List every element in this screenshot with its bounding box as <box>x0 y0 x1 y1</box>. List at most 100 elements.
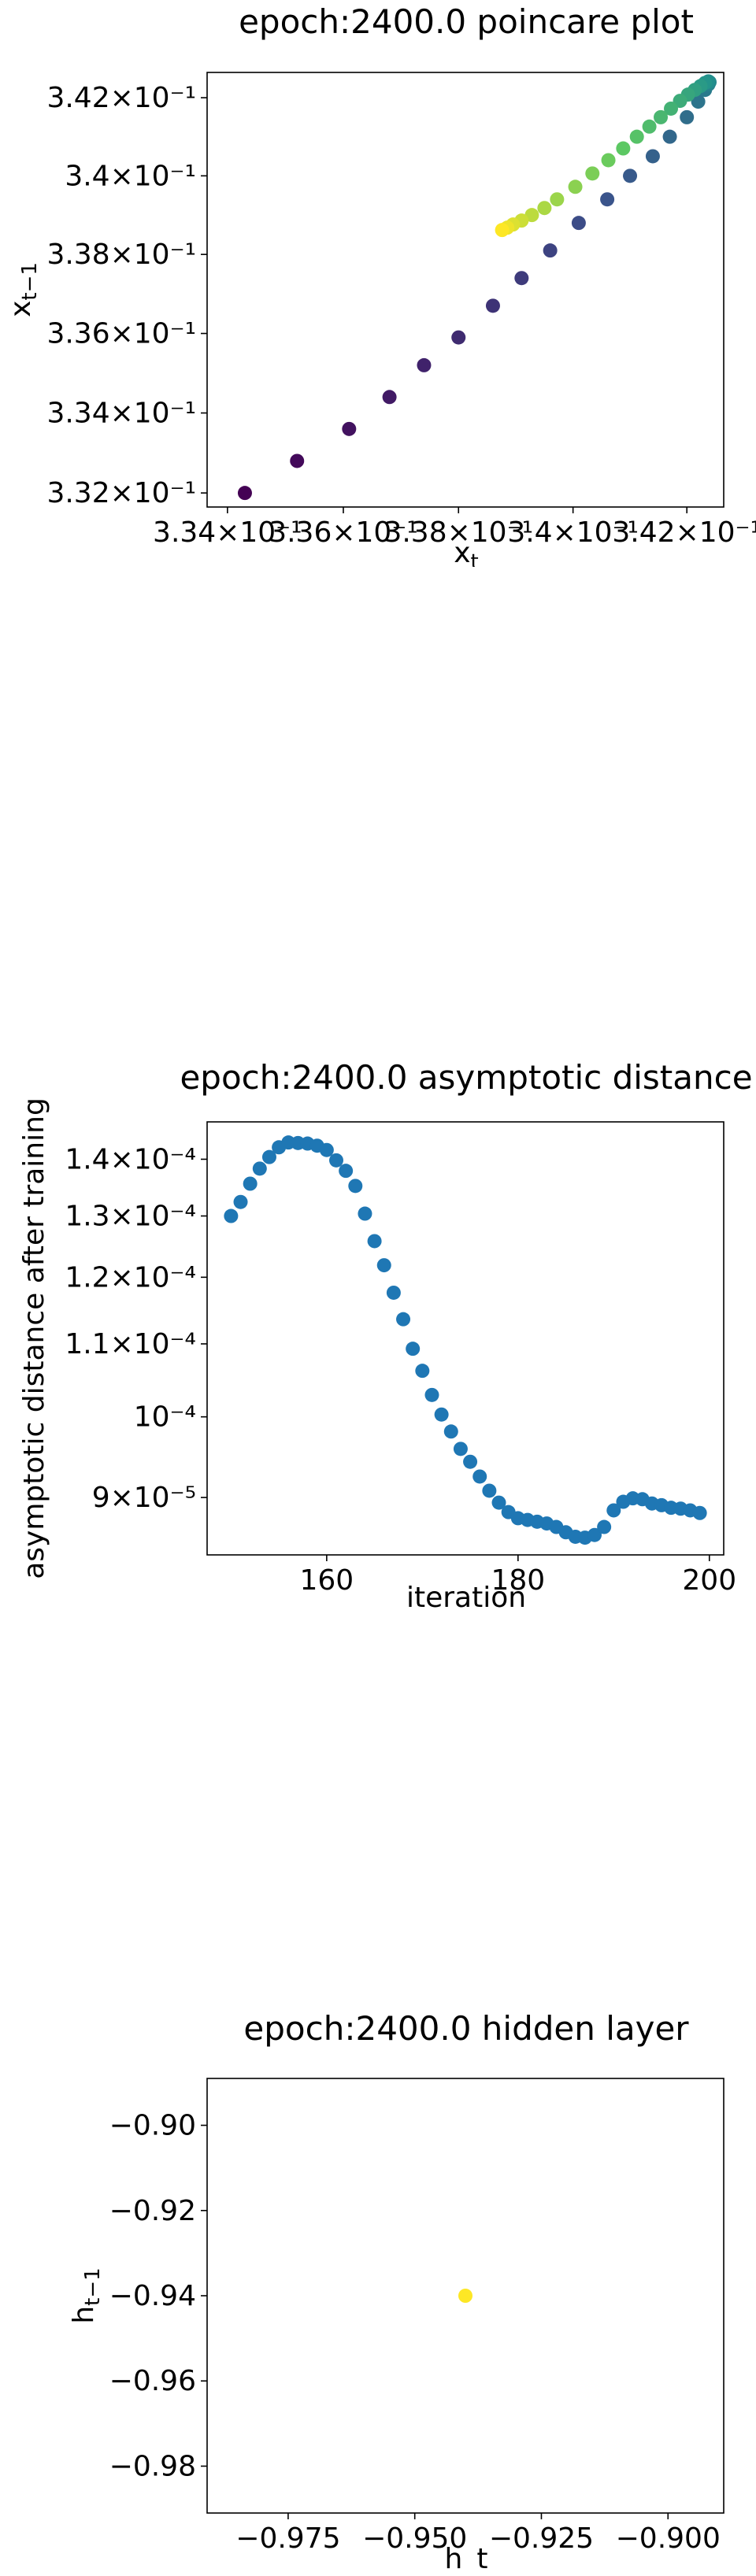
data-point <box>386 1285 401 1300</box>
data-point <box>319 1142 334 1157</box>
data-point <box>233 1194 248 1209</box>
y-tick-label: 3.38×10⁻¹ <box>46 239 196 271</box>
data-point <box>691 94 706 109</box>
asymptotic-distance-chart: epoch:2400.0 asymptotic distance 9×10⁻⁵ 1… <box>18 1058 753 1614</box>
x-tick-label: 3.34×10⁻¹ <box>153 516 302 549</box>
data-point <box>491 1495 506 1510</box>
x-tick-label: 180 <box>491 1564 545 1597</box>
data-point <box>543 243 558 258</box>
data-points <box>458 2289 472 2303</box>
plot-frame <box>206 1121 724 1556</box>
y-axis-label: xt−1 <box>5 262 42 317</box>
data-point <box>434 1407 449 1422</box>
y-tick-label: 9×10⁻⁵ <box>92 1482 196 1514</box>
poincare-plot-chart: epoch:2400.0 poincare plot 3.32×10⁻¹3.34… <box>5 2 756 574</box>
y-ticks: −0.98 −0.96 −0.94 −0.92 −0.90 <box>109 2110 207 2482</box>
data-point <box>472 1469 487 1484</box>
y-tick-label: −0.98 <box>109 2450 196 2482</box>
data-point <box>243 1176 258 1191</box>
x-tick-label: 3.4×10⁻¹ <box>507 516 639 549</box>
data-point <box>451 330 466 345</box>
x-axis-label: h_t <box>445 2543 488 2573</box>
y-tick-label: 3.32×10⁻¹ <box>46 477 196 509</box>
data-point <box>290 453 305 468</box>
data-point <box>329 1153 343 1168</box>
y-tick-label: 10⁻⁴ <box>134 1401 196 1434</box>
data-point <box>629 129 644 144</box>
data-point <box>662 129 677 144</box>
data-point <box>376 1258 391 1273</box>
data-point <box>339 1164 354 1179</box>
data-point <box>601 153 616 168</box>
y-axis-label: asymptotic distance after training <box>18 1097 50 1579</box>
data-point <box>252 1161 267 1176</box>
y-tick-label: 3.42×10⁻¹ <box>46 82 196 114</box>
data-point <box>482 1483 497 1498</box>
data-point <box>424 1387 439 1402</box>
chart-title: epoch:2400.0 hidden layer <box>243 2009 689 2048</box>
x-axis-label: xt <box>454 537 479 567</box>
data-point <box>453 1442 468 1456</box>
data-point <box>514 271 529 286</box>
data-point <box>495 223 510 238</box>
data-points <box>224 1135 707 1545</box>
data-point <box>585 166 600 181</box>
poincare-plot-panel: epoch:2400.0 poincare plot 3.32×10⁻¹ 3.34… <box>0 0 756 574</box>
plot-frame <box>206 2078 724 2514</box>
y-tick-label: 3.34×10⁻¹ <box>46 398 196 430</box>
data-point <box>261 1149 276 1164</box>
x-ticks: 3.34×10⁻¹3.36×10⁻¹3.38×10⁻¹3.4×10⁻¹3.42×… <box>153 507 756 549</box>
data-point <box>616 141 631 156</box>
data-point <box>600 192 615 207</box>
data-point <box>237 486 252 501</box>
y-tick-label: 1.1×10⁻⁴ <box>65 1328 196 1360</box>
chart-title: epoch:2400.0 poincare plot <box>239 2 694 41</box>
x-tick-label: 160 <box>299 1564 354 1597</box>
data-point <box>485 298 500 313</box>
data-point <box>406 1342 421 1356</box>
y-tick-label: −0.94 <box>109 2280 196 2312</box>
x-axis-label: iteration <box>406 1582 526 1614</box>
x-tick-label: −0.975 <box>235 2522 340 2555</box>
hidden-layer-chart: epoch:2400.0 hidden layer −0.98 −0.96 −0.9… <box>68 2009 724 2575</box>
data-point <box>571 216 586 231</box>
data-point <box>396 1312 411 1327</box>
plot-frame <box>206 72 724 508</box>
data-point <box>463 1454 478 1469</box>
data-point <box>606 1503 621 1518</box>
data-point <box>642 119 657 134</box>
data-point <box>417 357 432 372</box>
x-tick-label: 200 <box>682 1564 736 1597</box>
data-point <box>597 1519 612 1534</box>
x-ticks: −0.975 −0.950 −0.925 −0.900 <box>235 2513 721 2555</box>
x-ticks: 160 180 200 <box>299 1555 736 1597</box>
data-point <box>623 168 638 183</box>
y-tick-label: 3.4×10⁻¹ <box>65 160 196 192</box>
data-point <box>443 1424 458 1439</box>
data-points <box>237 74 717 501</box>
x-tick-label: 3.36×10⁻¹ <box>269 516 418 549</box>
data-point <box>664 101 679 116</box>
data-point <box>224 1208 239 1223</box>
asymptotic-distance-panel: epoch:2400.0 asymptotic distance 9×10⁻⁵ 1… <box>0 1047 756 1614</box>
y-tick-label: −0.90 <box>109 2110 196 2142</box>
y-tick-label: 1.4×10⁻⁴ <box>65 1143 196 1175</box>
hidden-layer-panel: epoch:2400.0 hidden layer −0.98 −0.96 −0.9… <box>0 2006 756 2575</box>
data-point <box>654 109 669 124</box>
x-tick-label: 3.42×10⁻¹ <box>612 516 756 549</box>
data-point <box>382 390 397 405</box>
data-point <box>645 149 660 164</box>
y-ticks: 9×10⁻⁵ 10⁻⁴ 1.1×10⁻⁴ 1.2×10⁻⁴ 1.3×10⁻⁴ 1.4×10… <box>65 1143 207 1514</box>
y-tick-label: −0.96 <box>109 2365 196 2397</box>
data-point <box>342 421 357 436</box>
y-tick-label: 3.36×10⁻¹ <box>46 318 196 350</box>
x-tick-label: −0.925 <box>489 2522 594 2555</box>
data-point <box>348 1179 363 1194</box>
data-point <box>537 201 552 216</box>
y-axis-label: ht−1 <box>68 2267 105 2323</box>
data-point <box>550 192 565 207</box>
data-point <box>680 109 695 124</box>
data-point <box>458 2289 472 2303</box>
y-ticks: 3.32×10⁻¹ 3.34×10⁻¹ 3.36×10⁻¹ 3.38×10⁻¹ 3.4×… <box>46 82 207 509</box>
data-point <box>415 1364 430 1379</box>
